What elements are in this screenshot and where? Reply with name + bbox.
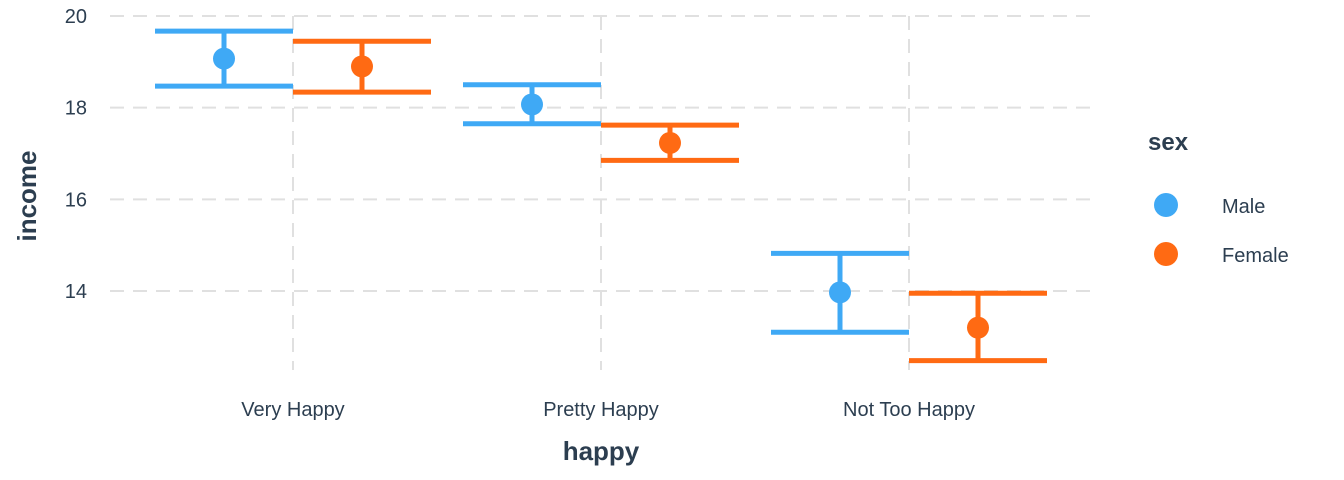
y-tick-label-20: 20 — [65, 6, 87, 28]
grid — [110, 15, 1094, 370]
legend-swatch-female — [1154, 242, 1178, 266]
x-axis-title: happy — [563, 436, 640, 466]
y-axis-title: income — [12, 150, 42, 241]
errorbar-female-0 — [293, 38, 431, 95]
legend-title: sex — [1148, 129, 1189, 156]
errorbar-male-1 — [463, 82, 601, 127]
point-female-0 — [351, 55, 373, 78]
y-axis-ticks: 14 16 18 20 — [65, 6, 87, 303]
x-axis-ticks: Very Happy Pretty Happy Not Too Happy — [241, 399, 975, 421]
legend: sex Male Female — [1148, 129, 1289, 267]
plot-marks — [155, 28, 1047, 364]
errorbar-female-1 — [601, 122, 739, 163]
point-male-2 — [829, 281, 851, 304]
errorbar-male-0 — [155, 28, 293, 89]
x-tick-label-0: Very Happy — [241, 399, 344, 421]
point-male-0 — [213, 47, 235, 70]
y-tick-label-14: 14 — [65, 281, 87, 303]
point-male-1 — [521, 93, 543, 116]
legend-swatch-male — [1154, 193, 1178, 217]
errorbar-male-2 — [771, 250, 909, 335]
errorbar-female-2 — [909, 290, 1047, 364]
point-female-1 — [659, 131, 681, 154]
legend-label-male: Male — [1222, 196, 1265, 218]
point-female-2 — [967, 316, 989, 339]
x-tick-label-1: Pretty Happy — [543, 399, 659, 421]
y-tick-label-16: 16 — [65, 189, 87, 211]
legend-label-female: Female — [1222, 245, 1289, 267]
y-tick-label-18: 18 — [65, 98, 87, 120]
x-tick-label-2: Not Too Happy — [843, 399, 975, 421]
